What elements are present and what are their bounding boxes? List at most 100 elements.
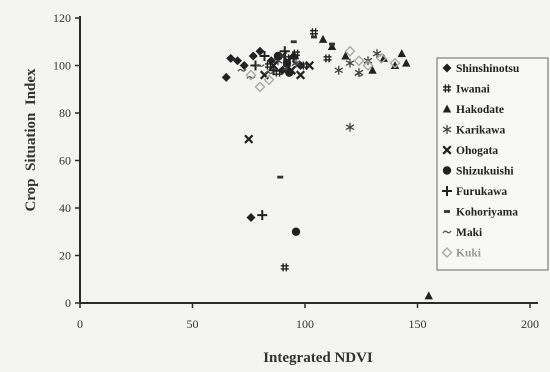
data-point — [368, 65, 377, 74]
legend-marker — [442, 145, 452, 155]
data-point — [354, 73, 364, 77]
data-point — [254, 81, 266, 93]
data-points — [221, 28, 433, 300]
legend-items: Shinshinotsu Iwanai Hakodate Karikawa Ohogat… — [441, 63, 520, 260]
legend-marker — [442, 230, 452, 234]
data-point — [345, 58, 355, 68]
legend-label: Furukawa — [456, 186, 507, 198]
x-tick-label: 200 — [521, 317, 539, 331]
data-point — [244, 134, 254, 144]
data-point — [237, 68, 247, 72]
legend-label: Ohogata — [456, 145, 498, 157]
legend-label: Maki — [456, 227, 483, 239]
data-point — [344, 45, 356, 57]
legend-marker — [442, 125, 452, 134]
series-hakodate — [318, 34, 433, 300]
y-tick-label: 120 — [53, 11, 71, 25]
data-point — [248, 51, 258, 61]
data-point — [290, 40, 297, 44]
data-point — [257, 210, 268, 221]
series-kuki — [245, 45, 401, 93]
data-point — [226, 53, 236, 63]
data-point — [239, 61, 249, 70]
data-point — [277, 175, 284, 179]
legend-label: Hakodate — [456, 104, 504, 116]
series-furukawa — [250, 46, 299, 221]
data-point — [402, 58, 411, 67]
data-point — [362, 60, 374, 71]
tick-labels: 0 50 100 150 200 0 20 40 60 80 100 120 — [53, 11, 539, 331]
data-point — [265, 61, 273, 70]
data-point — [263, 74, 275, 86]
data-point — [390, 61, 400, 69]
data-point — [323, 54, 332, 63]
legend-marker — [441, 247, 453, 258]
data-point — [379, 53, 388, 62]
legend-marker — [442, 104, 452, 113]
x-tick-label: 0 — [77, 317, 83, 331]
y-tick-label: 100 — [53, 59, 71, 73]
series-kohoriyama — [277, 35, 335, 179]
data-point — [279, 54, 286, 58]
data-point — [295, 70, 306, 80]
data-point — [246, 213, 256, 222]
data-point — [280, 263, 289, 272]
y-axis-title: Crop Situation Index — [23, 68, 39, 212]
data-point — [245, 69, 257, 81]
data-point — [318, 34, 328, 43]
x-axis-title: Integrated NDVI — [263, 350, 373, 366]
x-tick-label: 100 — [296, 317, 314, 331]
legend-label: Shinshinotsu — [456, 63, 520, 75]
y-tick-label: 0 — [65, 296, 71, 310]
data-point — [266, 56, 276, 66]
legend-box — [436, 57, 549, 271]
data-point — [310, 28, 318, 37]
legend-label: Kohoriyama — [456, 207, 518, 219]
data-point — [233, 56, 242, 66]
x-tick-label: 50 — [187, 317, 199, 331]
y-tick-label: 20 — [59, 249, 71, 263]
data-point — [372, 49, 382, 59]
data-point — [273, 51, 283, 61]
data-point — [345, 122, 355, 132]
data-point — [341, 51, 350, 60]
data-point — [268, 65, 279, 76]
data-point — [282, 58, 292, 68]
data-point — [304, 60, 315, 71]
legend-label: Karikawa — [456, 125, 505, 137]
data-point — [274, 68, 282, 77]
legend: Shinshinotsu Iwanai Hakodate Karikawa Ohogat… — [436, 57, 549, 271]
data-point — [424, 291, 433, 300]
x-tick-label: 150 — [409, 317, 427, 331]
legend-marker — [442, 186, 452, 196]
legend-marker — [444, 210, 450, 213]
data-point — [255, 46, 265, 56]
data-point — [353, 55, 365, 67]
legend-label: Shizukuishi — [456, 166, 514, 178]
data-point — [264, 71, 274, 75]
data-point — [329, 42, 335, 46]
data-point — [291, 227, 301, 236]
legend-marker — [442, 63, 452, 73]
legend-label: Iwanai — [456, 84, 491, 96]
legend-marker — [442, 166, 452, 175]
data-point — [288, 53, 299, 64]
data-point — [301, 61, 309, 70]
y-tick-label: 60 — [59, 154, 71, 168]
legend-marker — [443, 84, 451, 93]
data-point — [279, 46, 290, 57]
series-maki — [237, 64, 364, 79]
data-point — [259, 51, 270, 61]
y-tick-label: 40 — [59, 201, 71, 215]
data-point — [397, 49, 406, 58]
data-point — [334, 65, 344, 75]
data-point — [255, 64, 265, 67]
data-point — [389, 57, 401, 69]
data-point — [285, 68, 294, 77]
legend-label: Kuki — [456, 248, 482, 260]
data-point — [221, 72, 231, 82]
data-point — [311, 35, 317, 39]
y-tick-label: 80 — [59, 106, 71, 120]
